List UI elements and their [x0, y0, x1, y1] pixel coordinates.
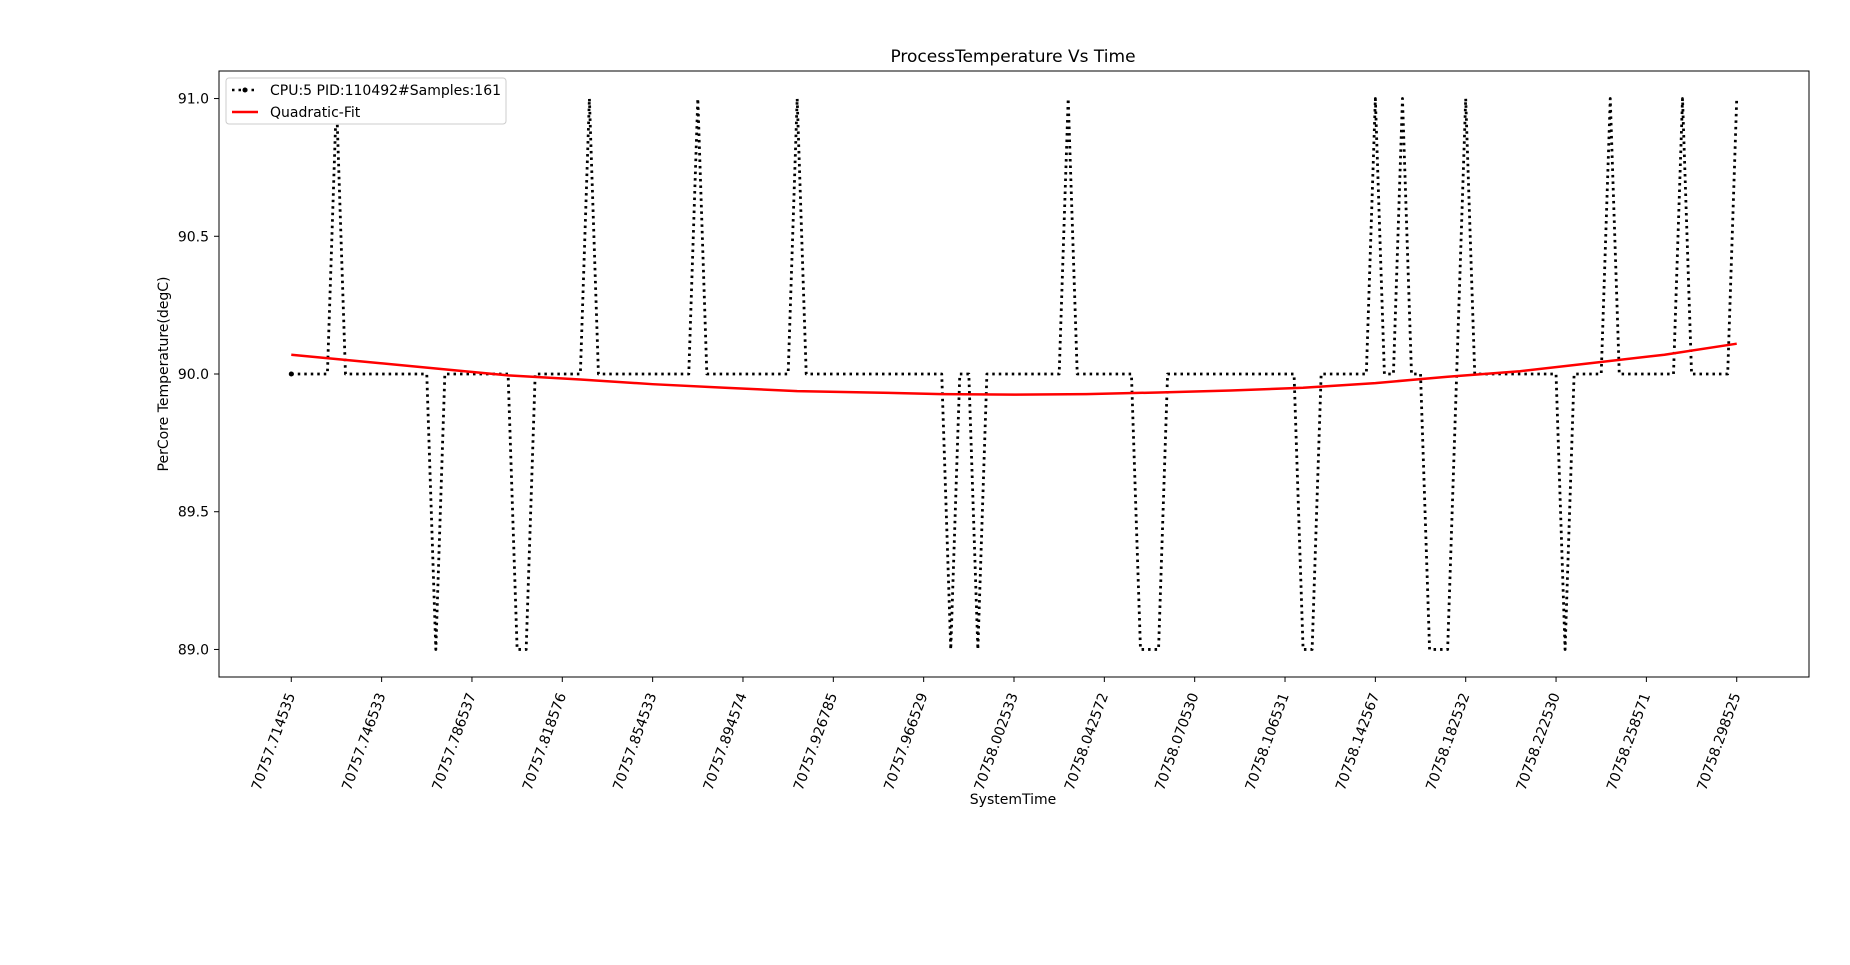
legend-label-series-0: CPU:5 PID:110492#Samples:161	[270, 83, 501, 99]
series-line-1	[291, 342, 1737, 396]
y-tick-label: 90.0	[178, 367, 209, 383]
y-tick-label: 89.5	[178, 505, 209, 521]
legend-box	[225, 77, 507, 125]
x-axis-label: SystemTime	[970, 792, 1056, 808]
y-tick-label: 90.5	[178, 229, 209, 245]
series-layer	[288, 97, 1739, 651]
legend: CPU:5 PID:110492#Samples:161 Quadratic-F…	[225, 77, 507, 125]
y-axis-label: PerCore Temperature(degC)	[156, 277, 172, 472]
y-tick-label: 89.0	[178, 642, 209, 658]
series-line-0	[291, 97, 1739, 651]
legend-marker-series-0	[242, 87, 248, 93]
chart-title: ProcessTemperature Vs Time	[890, 47, 1135, 67]
y-tick-label: 91.0	[178, 92, 209, 108]
legend-label-series-1: Quadratic-Fit	[270, 105, 361, 121]
series-marker	[288, 371, 294, 377]
y-axis: 89.0 89.5 90.0 90.5 91.0	[178, 92, 219, 658]
